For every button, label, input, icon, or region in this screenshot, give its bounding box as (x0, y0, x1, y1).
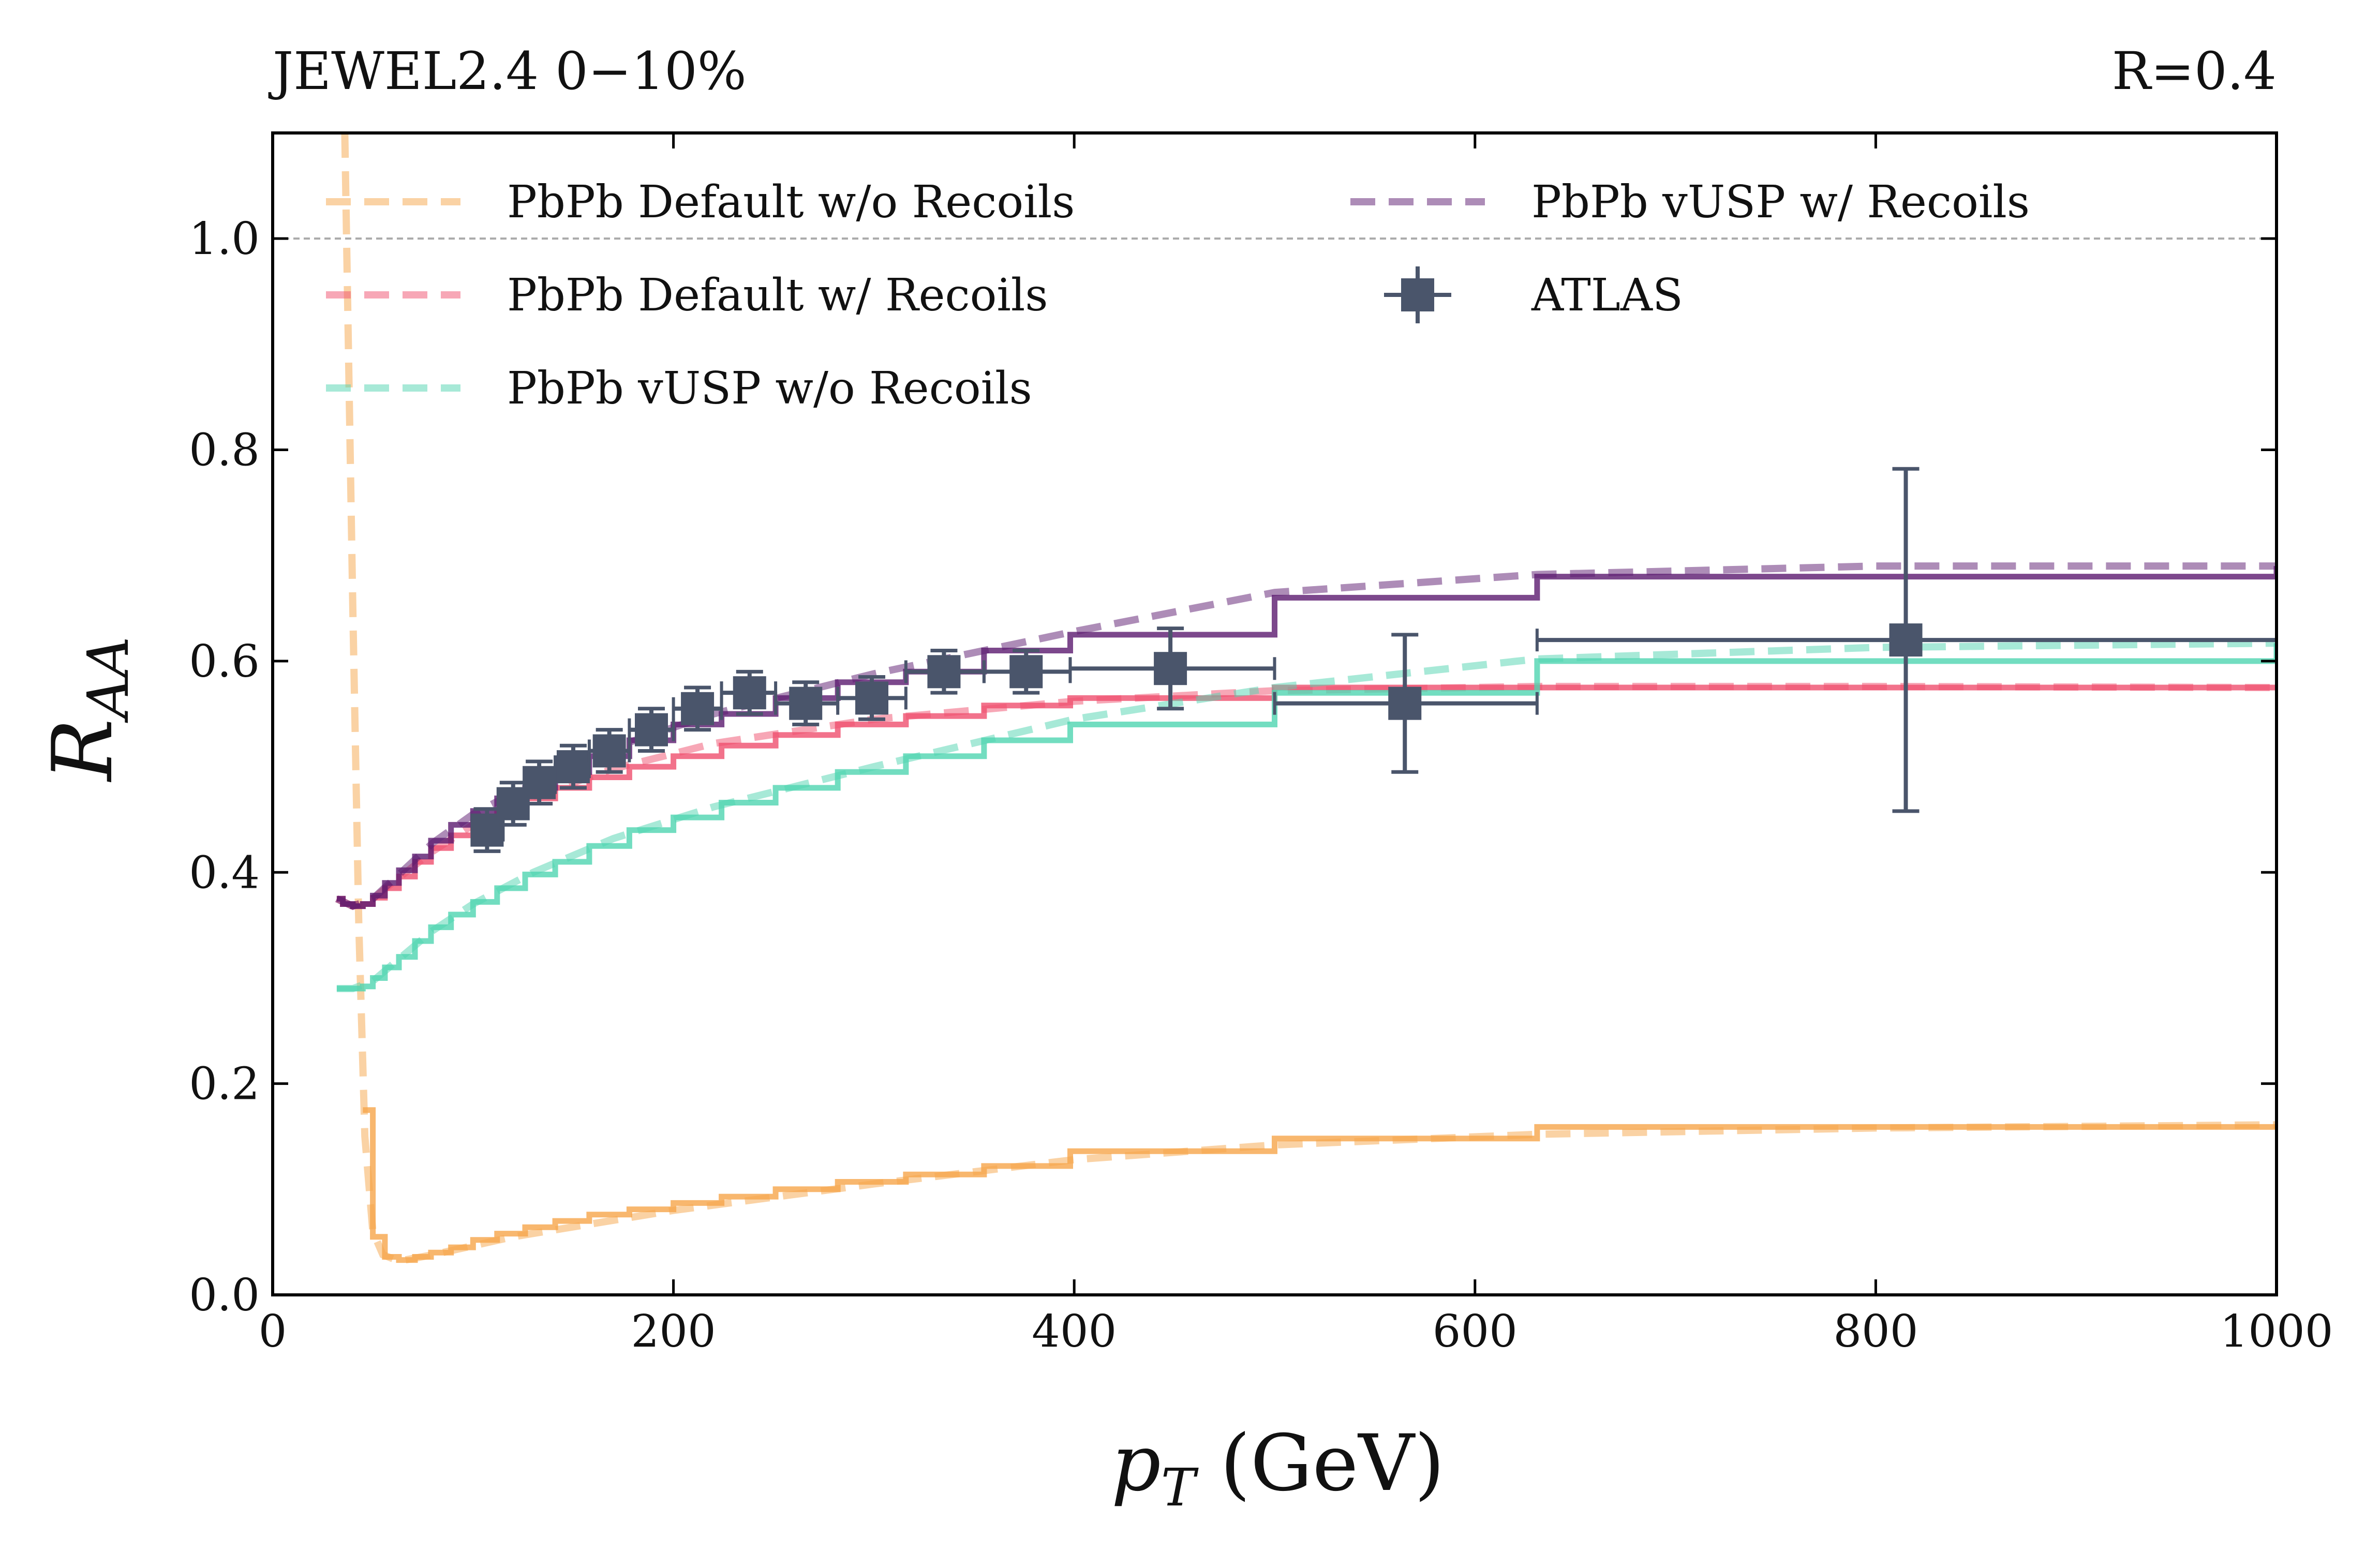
atlas-point (1535, 467, 2278, 813)
atlas-marker (634, 713, 668, 747)
atlas-marker (556, 750, 590, 784)
atlas-point (554, 743, 591, 790)
atlas-point (628, 707, 675, 753)
atlas-marker (1889, 623, 1923, 657)
atlas-point (470, 807, 505, 853)
x-tick-label: 800 (1833, 1306, 1918, 1357)
legend-entry-vusp-recoil: PbPb vUSP w/ Recoils (1350, 176, 2030, 228)
x-axis-title: pT (GeV) (1111, 1419, 1445, 1518)
atlas-point (1273, 633, 1539, 774)
legend-entry-default-recoil: PbPb Default w/ Recoils (326, 270, 1048, 321)
vusp_norecoil-step-line (336, 643, 2277, 992)
y-tick-label: 0.4 (189, 847, 260, 899)
axis-ticks: 0 200 400 600 800 1000 0.0 0.2 0.4 0.6 0.8 1.0 (189, 133, 2333, 1357)
atlas-marker (592, 734, 626, 768)
vusp_recoil-step-line (336, 566, 2277, 909)
vusp_norecoil-fit-line (336, 639, 2277, 992)
legend-label: PbPb Default w/o Recoils (507, 176, 1075, 228)
atlas-point (982, 648, 1072, 695)
atlas-point (1068, 626, 1276, 711)
atlas-marker (1154, 652, 1187, 685)
legend-entry-atlas: ATLAS (1384, 266, 1683, 323)
x-tick-label: 200 (631, 1306, 716, 1357)
legend-label: PbPb Default w/ Recoils (507, 270, 1048, 321)
x-tick-label: 600 (1433, 1306, 1518, 1357)
atlas-point (587, 728, 631, 774)
x-axis-title-main: p (1111, 1419, 1161, 1509)
atlas-marker (1009, 655, 1043, 689)
y-tick-label: 0.2 (189, 1058, 260, 1110)
atlas-marker (681, 692, 715, 725)
y-axis-title-sub: AA (75, 636, 141, 723)
atlas-marker (927, 655, 961, 689)
legend: PbPb Default w/o Recoils PbPb Default w/ … (326, 176, 2030, 414)
atlas-marker (789, 687, 823, 720)
x-axis-title-unit: (GeV) (1196, 1419, 1445, 1509)
chart-title-left: JEWEL2.4 0−10% (268, 41, 747, 101)
y-axis-title: RAA (34, 636, 141, 782)
y-tick-label: 1.0 (189, 213, 260, 265)
atlas-point (523, 759, 557, 806)
chart-title-right: R=0.4 (2112, 41, 2277, 101)
y-tick-label: 0.0 (189, 1270, 260, 1321)
atlas-point (836, 675, 908, 721)
legend-handle-marker (1401, 278, 1434, 311)
x-axis-title-sub: T (1161, 1457, 1199, 1518)
default_norecoil-step-line (363, 1107, 2277, 1263)
atlas-point (720, 669, 778, 716)
atlas-point (904, 648, 986, 695)
legend-entry-default-norecoil: PbPb Default w/o Recoils (326, 176, 1075, 228)
y-tick-label: 0.6 (189, 636, 260, 688)
x-tick-label: 1000 (2220, 1306, 2333, 1357)
x-tick-label: 0 (259, 1306, 287, 1357)
vusp_recoil-fit-line (335, 562, 2277, 911)
atlas-marker (1388, 687, 1422, 720)
atlas-layer (470, 467, 2278, 853)
atlas-point (672, 685, 723, 732)
default_recoil-step-line (336, 684, 2277, 909)
default_recoil-fit-line (335, 682, 2277, 911)
atlas-marker (523, 766, 556, 799)
legend-label: PbPb vUSP w/ Recoils (1531, 176, 2030, 228)
atlas-marker (855, 681, 889, 715)
y-tick-label: 0.8 (189, 425, 260, 476)
y-axis-title-main: R (34, 719, 131, 782)
plot-frame (271, 131, 2278, 1296)
atlas-marker (733, 676, 766, 710)
x-tick-label: 400 (1032, 1306, 1117, 1357)
atlas-point (774, 680, 840, 726)
legend-entry-vusp-norecoil: PbPb vUSP w/o Recoils (326, 363, 1032, 414)
legend-label: PbPb vUSP w/o Recoils (507, 363, 1032, 414)
legend-label: ATLAS (1531, 270, 1683, 321)
